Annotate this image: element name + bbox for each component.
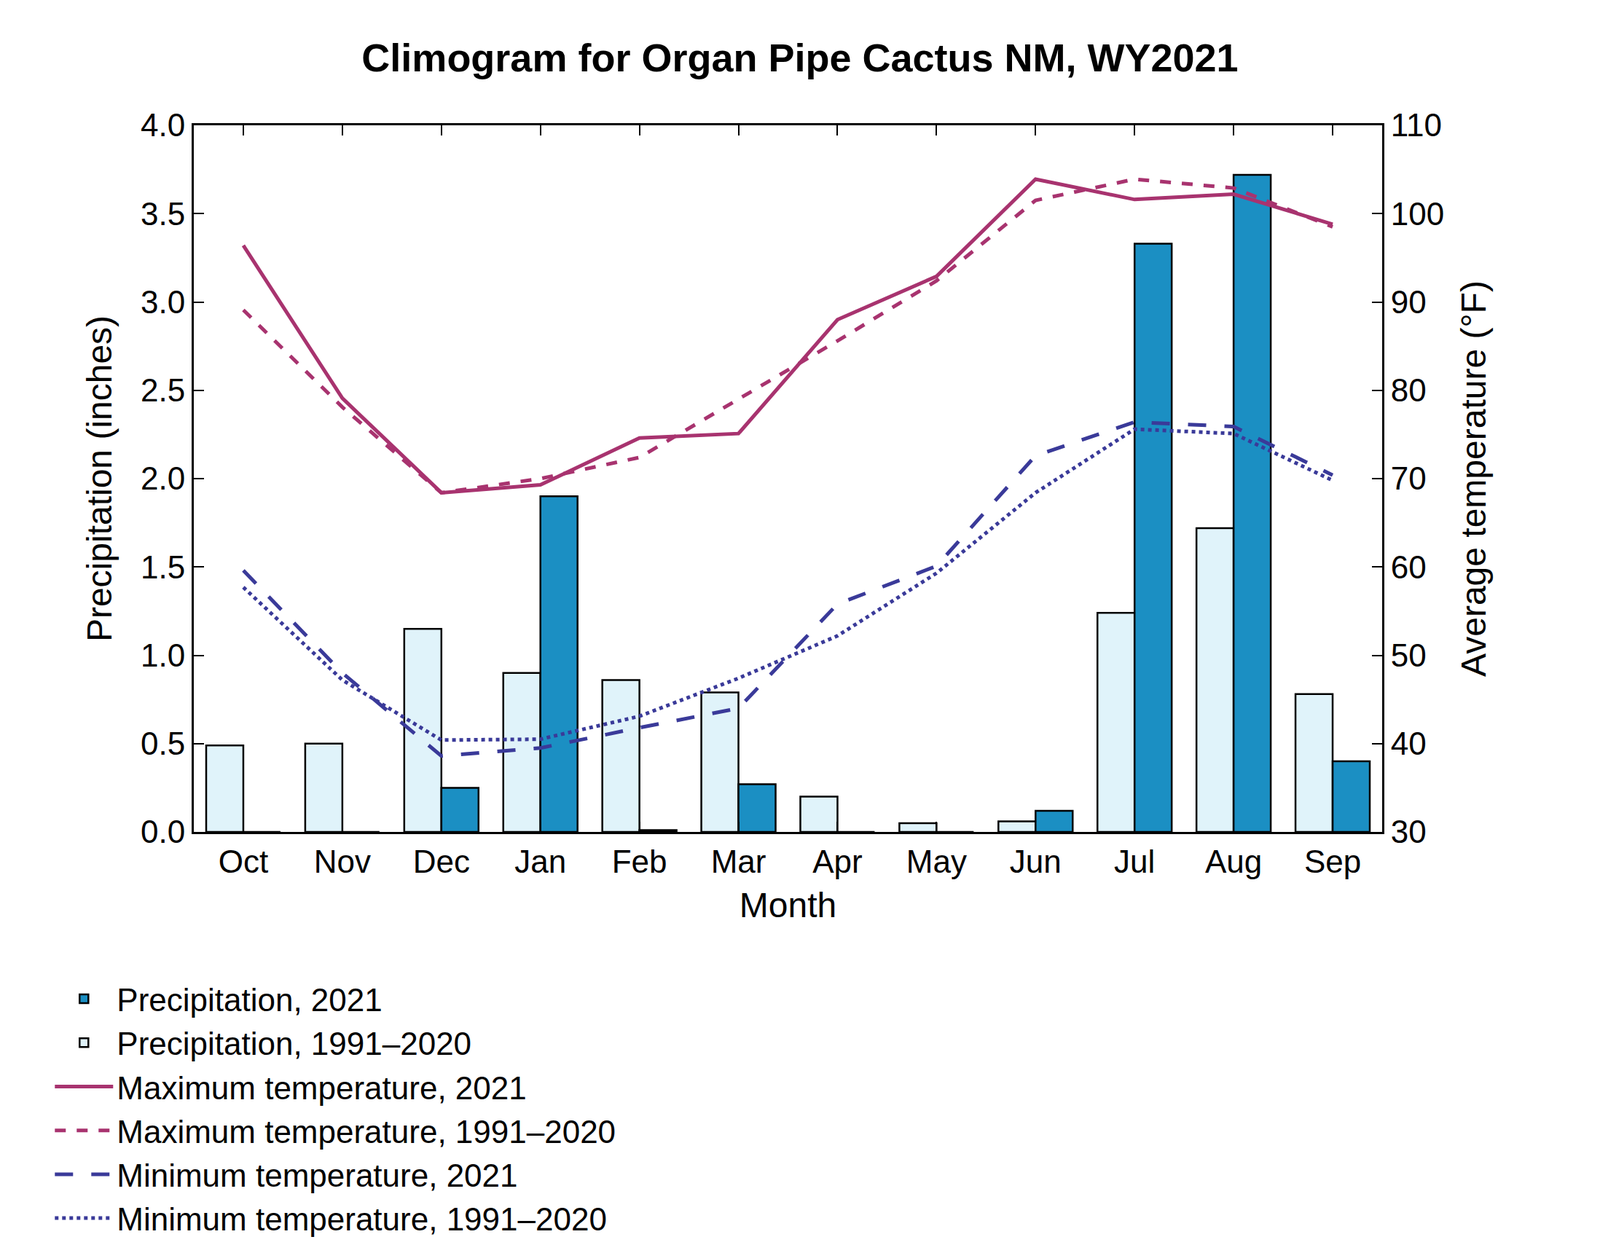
- svg-text:0.0: 0.0: [140, 813, 186, 850]
- svg-text:110: 110: [1390, 107, 1442, 143]
- svg-text:2.0: 2.0: [140, 460, 186, 497]
- svg-text:0.5: 0.5: [140, 725, 186, 762]
- svg-text:4.0: 4.0: [140, 107, 186, 143]
- svg-text:Sep: Sep: [1304, 843, 1362, 880]
- svg-text:Minimum temperature, 1991–2020: Minimum temperature, 1991–2020: [116, 1201, 607, 1238]
- svg-text:90: 90: [1390, 284, 1427, 320]
- svg-text:Maximum temperature, 2021: Maximum temperature, 2021: [116, 1070, 527, 1107]
- svg-text:Nov: Nov: [314, 843, 371, 880]
- svg-text:Jun: Jun: [1009, 843, 1062, 880]
- svg-text:70: 70: [1390, 460, 1427, 497]
- svg-text:1.0: 1.0: [140, 637, 186, 674]
- svg-text:Jan: Jan: [514, 843, 567, 880]
- svg-text:Mar: Mar: [711, 843, 767, 880]
- svg-text:3.0: 3.0: [140, 284, 186, 320]
- svg-text:1.5: 1.5: [140, 549, 186, 586]
- svg-text:Dec: Dec: [413, 843, 470, 880]
- svg-text:Month: Month: [739, 885, 837, 925]
- svg-text:Aug: Aug: [1205, 843, 1262, 880]
- svg-text:Climogram for Organ Pipe Cactu: Climogram for Organ Pipe Cactus NM, WY20…: [361, 35, 1238, 80]
- svg-text:50: 50: [1390, 637, 1427, 674]
- svg-text:Oct: Oct: [218, 843, 269, 880]
- svg-text:60: 60: [1390, 549, 1427, 586]
- svg-text:100: 100: [1390, 195, 1445, 232]
- svg-text:80: 80: [1390, 372, 1427, 409]
- svg-text:3.5: 3.5: [140, 195, 186, 232]
- svg-text:2.5: 2.5: [140, 372, 186, 409]
- svg-text:30: 30: [1390, 813, 1427, 850]
- svg-text:Jul: Jul: [1114, 843, 1155, 880]
- svg-text:Minimum temperature, 2021: Minimum temperature, 2021: [116, 1157, 518, 1194]
- svg-text:40: 40: [1390, 725, 1427, 762]
- svg-text:Precipitation, 1991–2020: Precipitation, 1991–2020: [116, 1025, 472, 1062]
- svg-text:Feb: Feb: [612, 843, 668, 880]
- svg-text:Precipitation (inches): Precipitation (inches): [80, 315, 119, 642]
- svg-text:Maximum temperature, 1991–2020: Maximum temperature, 1991–2020: [116, 1114, 616, 1150]
- svg-text:May: May: [906, 843, 967, 880]
- svg-text:Precipitation, 2021: Precipitation, 2021: [116, 982, 382, 1018]
- svg-text:Average temperature (°F): Average temperature (°F): [1454, 280, 1493, 677]
- svg-text:Apr: Apr: [812, 843, 862, 880]
